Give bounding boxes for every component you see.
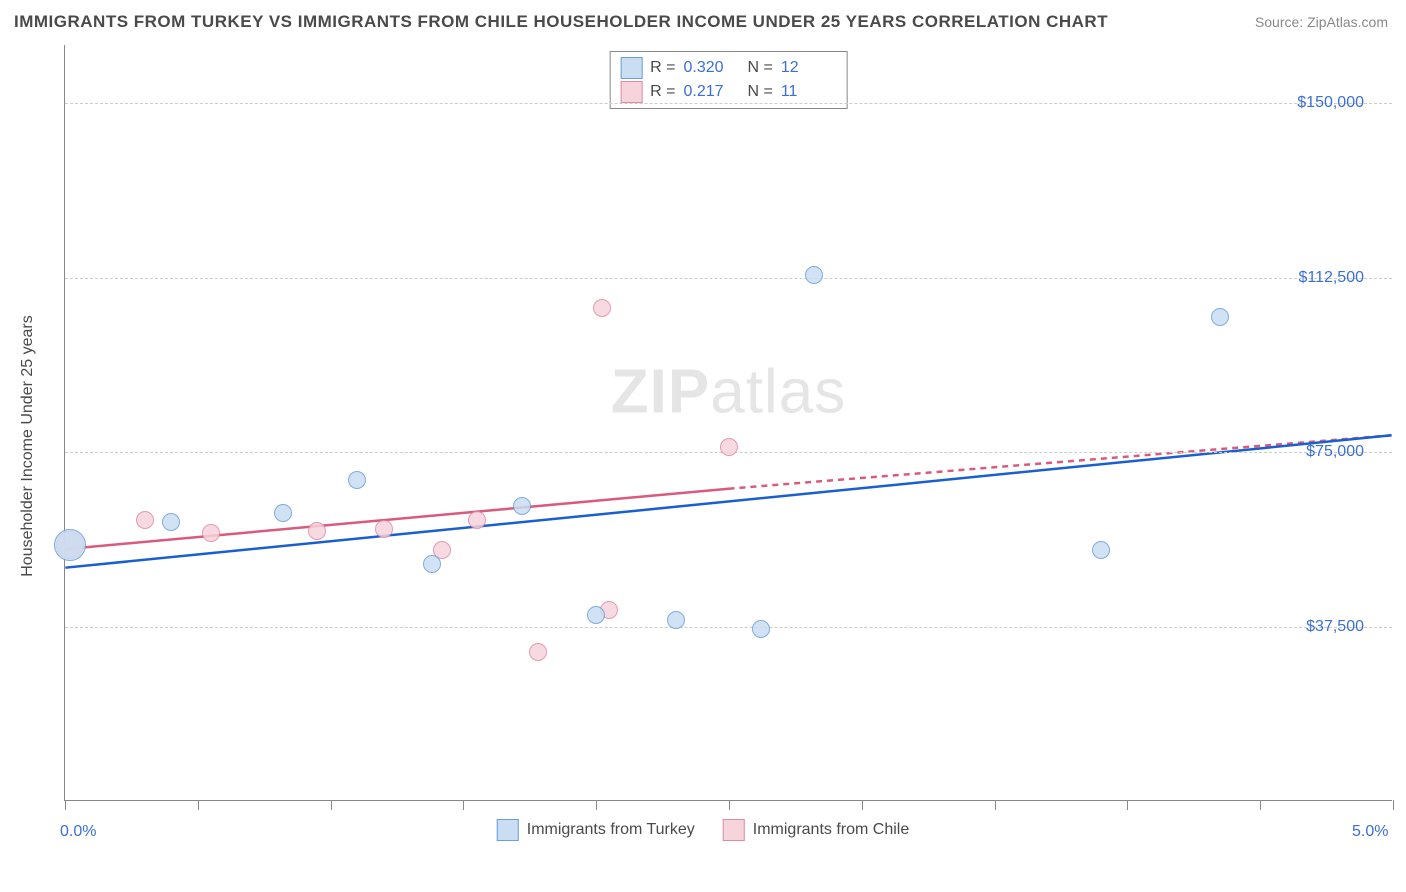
stats-n-label: N = xyxy=(748,80,773,104)
data-point-chile xyxy=(202,524,220,542)
legend-label-chile: Immigrants from Chile xyxy=(753,821,909,839)
x-tick xyxy=(331,800,332,810)
gridline-h xyxy=(65,278,1392,279)
watermark-prefix: ZIP xyxy=(611,358,710,427)
y-axis-label: Householder Income Under 25 years xyxy=(19,315,37,576)
y-tick-label: $150,000 xyxy=(1297,94,1364,112)
data-point-turkey xyxy=(667,611,685,629)
watermark-suffix: atlas xyxy=(710,358,846,427)
data-point-turkey xyxy=(805,266,823,284)
data-point-turkey xyxy=(1092,541,1110,559)
y-tick-label: $75,000 xyxy=(1306,443,1364,461)
swatch-chile xyxy=(723,819,745,841)
stats-n-label: N = xyxy=(748,56,773,80)
x-tick xyxy=(995,800,996,810)
data-point-turkey xyxy=(1211,308,1229,326)
source-attribution: Source: ZipAtlas.com xyxy=(1255,14,1388,30)
swatch-turkey xyxy=(620,57,642,79)
data-point-turkey xyxy=(348,471,366,489)
stats-legend-box: R = 0.320 N = 12 R = 0.217 N = 11 xyxy=(609,51,848,109)
x-tick xyxy=(729,800,730,810)
y-tick-label: $112,500 xyxy=(1298,269,1364,287)
chart-title: IMMIGRANTS FROM TURKEY VS IMMIGRANTS FRO… xyxy=(14,12,1108,32)
x-tick xyxy=(1127,800,1128,810)
gridline-h xyxy=(65,627,1392,628)
stats-r-label: R = xyxy=(650,56,675,80)
data-point-turkey xyxy=(274,504,292,522)
x-tick xyxy=(463,800,464,810)
data-point-turkey xyxy=(423,555,441,573)
gridline-h xyxy=(65,103,1392,104)
data-point-chile xyxy=(308,522,326,540)
data-point-turkey xyxy=(54,529,86,561)
x-tick xyxy=(198,800,199,810)
stats-n-chile: 11 xyxy=(781,80,837,104)
data-point-turkey xyxy=(587,606,605,624)
stats-r-chile: 0.217 xyxy=(684,80,740,104)
x-tick xyxy=(862,800,863,810)
scatter-plot-area: ZIPatlas R = 0.320 N = 12 R = 0.217 N = … xyxy=(64,45,1392,801)
x-tick-label: 5.0% xyxy=(1352,823,1388,841)
x-tick-label: 0.0% xyxy=(60,823,96,841)
swatch-chile xyxy=(620,81,642,103)
stats-r-turkey: 0.320 xyxy=(684,56,740,80)
stats-r-label: R = xyxy=(650,80,675,104)
data-point-turkey xyxy=(752,620,770,638)
data-point-chile xyxy=(468,511,486,529)
data-point-chile xyxy=(529,643,547,661)
x-tick xyxy=(1393,800,1394,810)
x-tick xyxy=(596,800,597,810)
x-tick xyxy=(65,800,66,810)
watermark: ZIPatlas xyxy=(611,357,846,428)
trend-line xyxy=(729,435,1392,488)
stats-row-turkey: R = 0.320 N = 12 xyxy=(620,56,837,80)
swatch-turkey xyxy=(497,819,519,841)
trend-lines-layer xyxy=(65,45,1392,800)
data-point-chile xyxy=(720,438,738,456)
data-point-turkey xyxy=(513,497,531,515)
legend-item-chile: Immigrants from Chile xyxy=(723,819,909,841)
data-point-turkey xyxy=(162,513,180,531)
data-point-chile xyxy=(375,520,393,538)
x-tick xyxy=(1260,800,1261,810)
stats-n-turkey: 12 xyxy=(781,56,837,80)
stats-row-chile: R = 0.217 N = 11 xyxy=(620,80,837,104)
data-point-chile xyxy=(136,511,154,529)
series-legend: Immigrants from Turkey Immigrants from C… xyxy=(497,819,910,841)
data-point-chile xyxy=(593,299,611,317)
legend-item-turkey: Immigrants from Turkey xyxy=(497,819,695,841)
y-tick-label: $37,500 xyxy=(1306,618,1364,636)
legend-label-turkey: Immigrants from Turkey xyxy=(527,821,695,839)
